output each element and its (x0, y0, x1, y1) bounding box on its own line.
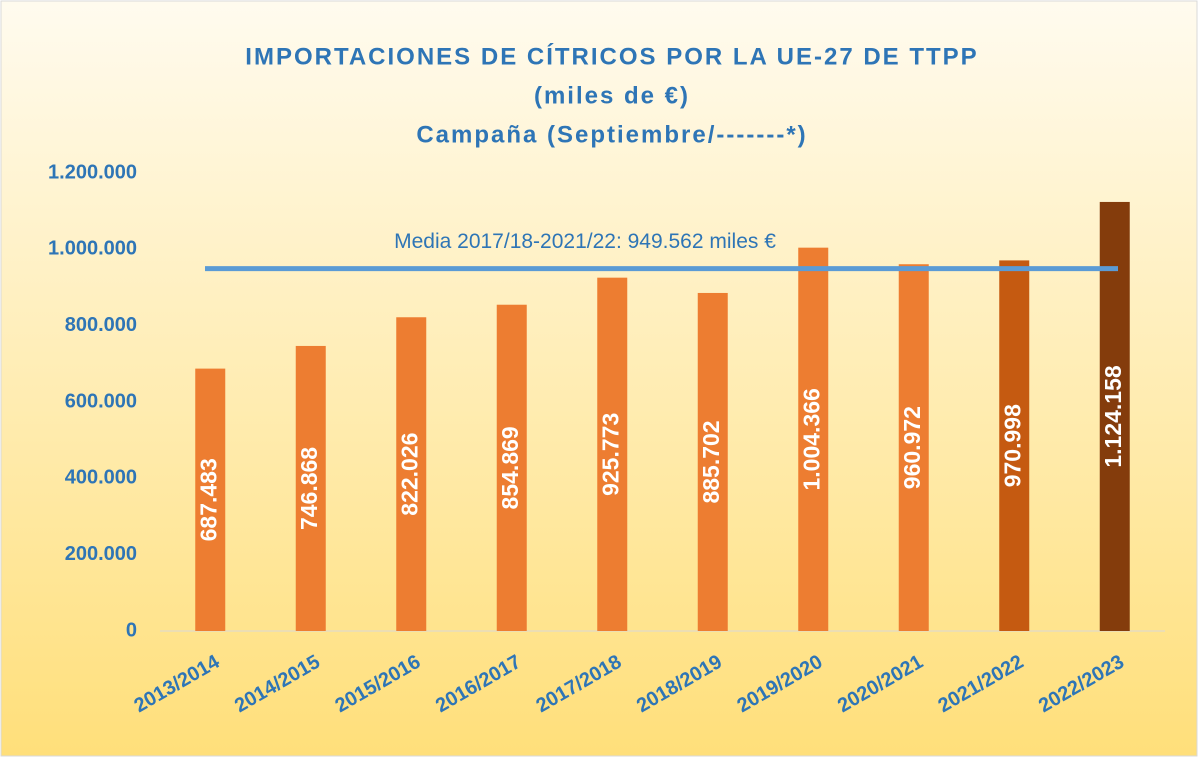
bar (1099, 201, 1130, 632)
y-tick-label: 800.000 (65, 314, 137, 336)
value-label: 970.998 (999, 404, 1025, 487)
chart-subtitle: Campaña (Septiembre/-------*) (416, 121, 807, 148)
value-label: 885.702 (698, 420, 724, 503)
value-label: 960.972 (899, 406, 925, 489)
bar (697, 292, 728, 631)
value-label: 925.773 (597, 413, 623, 496)
bar (195, 368, 226, 631)
bar (999, 260, 1030, 631)
y-tick-label: 400.000 (65, 467, 137, 489)
value-label: 854.869 (497, 426, 523, 509)
value-label: 1.004.366 (798, 388, 824, 490)
value-label: 746.868 (296, 447, 322, 530)
bar (396, 317, 427, 631)
chart-title: IMPORTACIONES DE CÍTRICOS POR LA UE-27 D… (245, 42, 978, 70)
value-label: 1.124.158 (1100, 365, 1126, 468)
y-tick-label: 0 (126, 619, 137, 641)
value-label: 687.483 (195, 458, 221, 541)
mean-label: Media 2017/18-2021/22: 949.562 miles € (394, 230, 776, 253)
bar (295, 345, 326, 631)
bar (597, 277, 628, 631)
y-tick-label: 600.000 (65, 390, 137, 412)
bar (798, 247, 829, 631)
chart-subtitle: (miles de €) (534, 82, 690, 109)
y-tick-label: 1.200.000 (48, 161, 137, 183)
bar (496, 304, 527, 631)
y-tick-label: 1.000.000 (48, 238, 137, 260)
bar (898, 264, 929, 631)
value-label: 822.026 (396, 433, 422, 516)
y-tick-label: 200.000 (65, 543, 137, 565)
